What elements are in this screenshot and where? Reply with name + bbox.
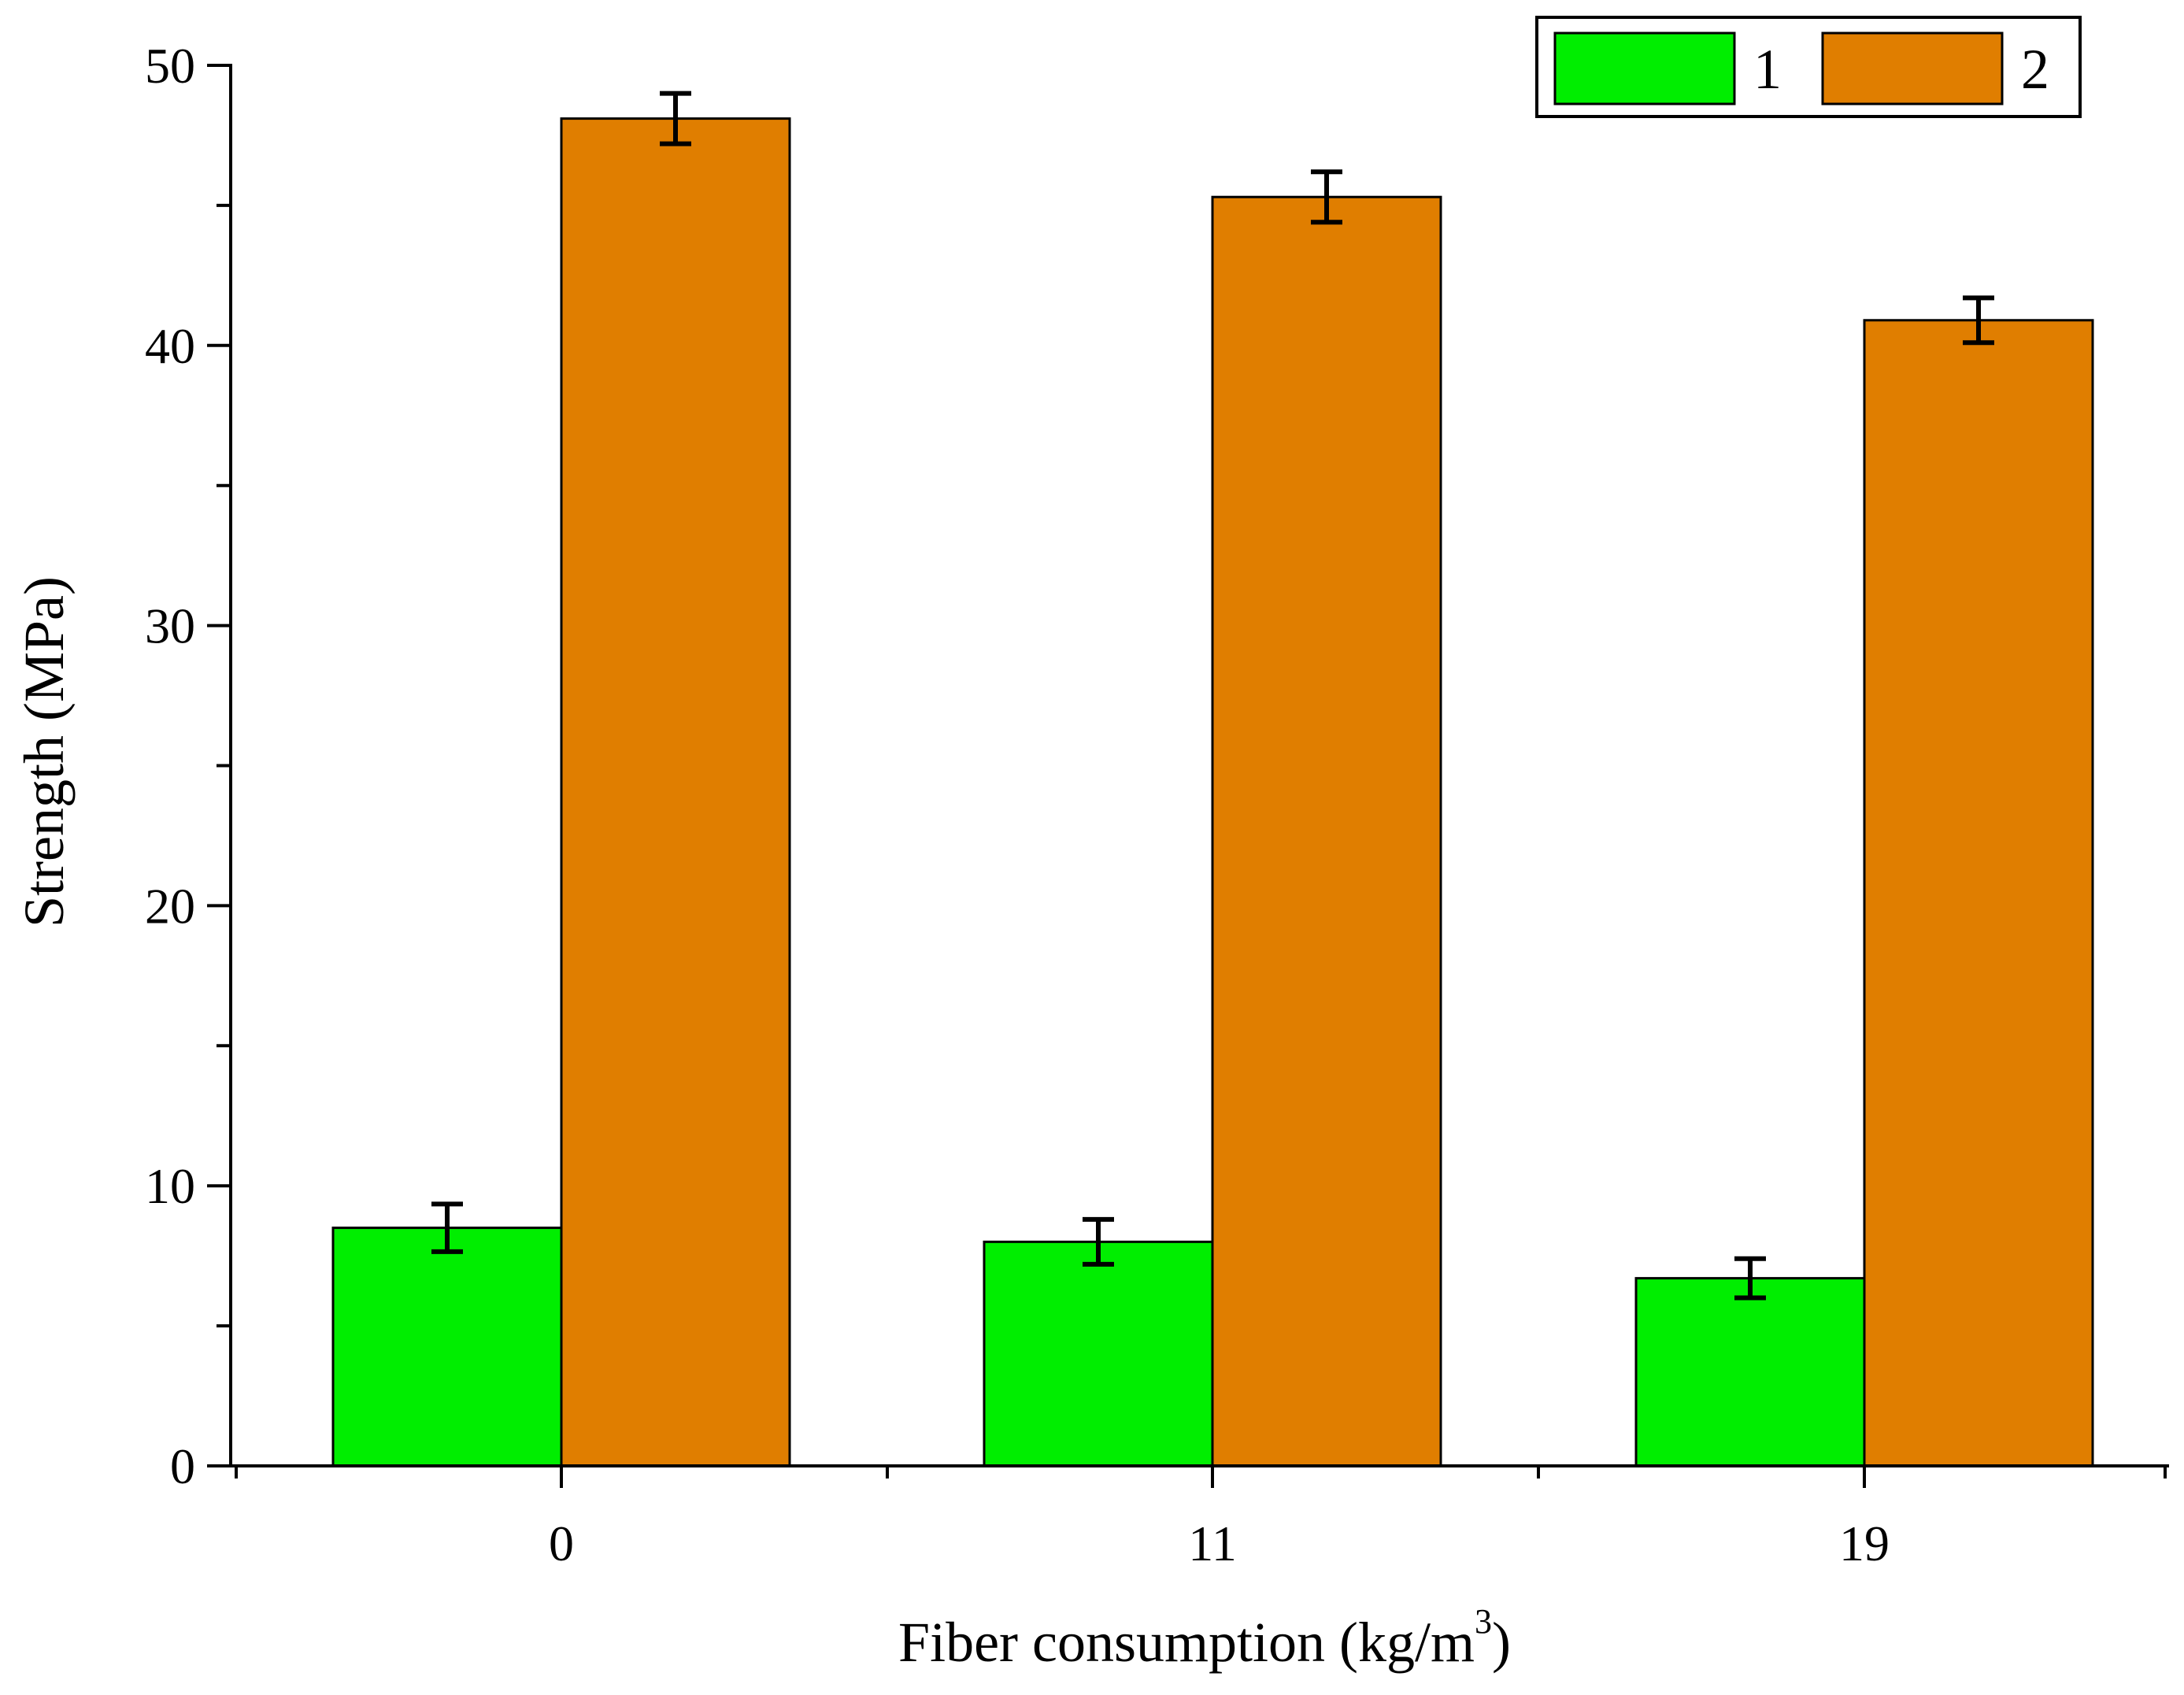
x-axis-title-superscript: 3 — [1475, 1602, 1492, 1641]
y-tick-label-30: 30 — [145, 598, 195, 654]
y-tick-label-10: 10 — [145, 1158, 195, 1214]
x-axis-title-close: ) — [1492, 1611, 1511, 1674]
y-tick-label-20: 20 — [145, 878, 195, 934]
x-axis-title-main: Fiber consumption (kg/m — [898, 1611, 1475, 1674]
bar-series2-11 — [1211, 195, 1442, 1467]
bar-series1-19 — [1634, 1277, 1866, 1467]
bar-series1-0 — [331, 1227, 563, 1467]
x-axis-title: Fiber consumption (kg/m3) — [898, 1602, 1511, 1674]
y-axis-title: Strength (MPa) — [13, 576, 76, 927]
legend-swatch-series2 — [1821, 31, 2004, 105]
y-tick-label-50: 50 — [145, 38, 195, 94]
legend-label-series1: 1 — [1753, 38, 1782, 101]
bar-series2-0 — [560, 117, 791, 1467]
x-tick-label-19: 19 — [1839, 1516, 1890, 1571]
bar-series1-11 — [983, 1240, 1214, 1467]
x-tick-label-11: 11 — [1188, 1516, 1237, 1571]
x-tick-label-0: 0 — [549, 1516, 574, 1571]
y-tick-label-40: 40 — [145, 318, 195, 374]
bar-series2-19 — [1863, 319, 2094, 1467]
y-tick-label-0: 0 — [170, 1438, 195, 1494]
plot-area: 0 10 20 30 40 50 0 11 19 1 2 — [145, 16, 2169, 1571]
legend-swatch-series1 — [1553, 31, 1736, 105]
legend-label-series2: 2 — [2021, 38, 2049, 101]
